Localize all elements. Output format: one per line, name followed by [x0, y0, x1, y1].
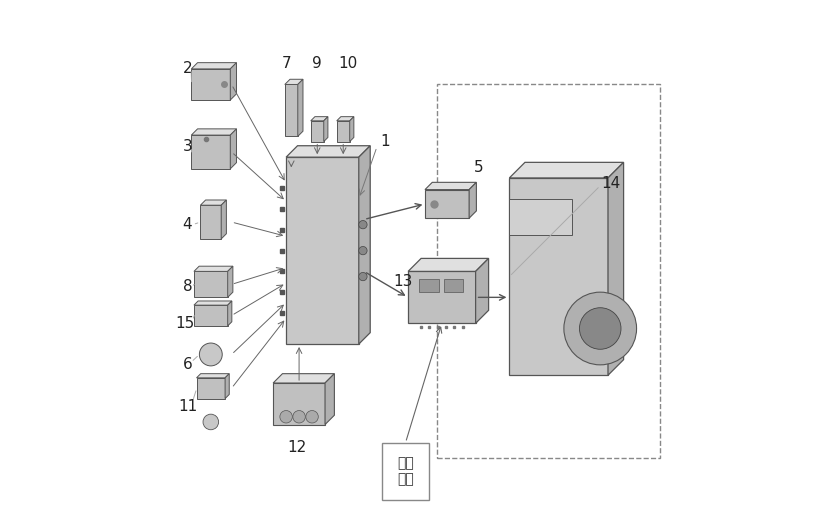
Polygon shape [191, 69, 230, 100]
Polygon shape [336, 116, 354, 121]
Polygon shape [359, 146, 370, 344]
Text: 2: 2 [182, 62, 192, 76]
Circle shape [199, 343, 222, 366]
Circle shape [293, 410, 305, 423]
Circle shape [203, 414, 218, 430]
Polygon shape [349, 116, 354, 141]
Text: 13: 13 [393, 274, 412, 289]
Polygon shape [509, 178, 607, 375]
Text: 10: 10 [339, 56, 358, 71]
Bar [382, 443, 428, 500]
Polygon shape [336, 121, 349, 141]
Text: 12: 12 [287, 441, 306, 455]
Text: 6: 6 [182, 358, 192, 372]
Polygon shape [284, 79, 303, 85]
Bar [509, 199, 571, 235]
Circle shape [279, 410, 292, 423]
Text: 7: 7 [281, 56, 291, 71]
Polygon shape [425, 182, 476, 189]
Polygon shape [227, 266, 232, 298]
Text: 8: 8 [182, 279, 192, 294]
Circle shape [579, 308, 620, 349]
Polygon shape [194, 271, 227, 298]
Polygon shape [191, 135, 230, 169]
Polygon shape [286, 146, 370, 157]
Bar [444, 279, 462, 292]
Polygon shape [194, 301, 232, 305]
Polygon shape [230, 63, 237, 100]
Polygon shape [191, 129, 237, 135]
Polygon shape [310, 116, 328, 121]
Polygon shape [475, 258, 488, 323]
Text: 15: 15 [175, 316, 194, 331]
Text: 1: 1 [380, 134, 389, 149]
Text: 14: 14 [600, 175, 619, 191]
Polygon shape [286, 157, 359, 344]
Polygon shape [227, 301, 232, 326]
Polygon shape [194, 305, 227, 326]
Circle shape [359, 246, 367, 255]
Polygon shape [200, 200, 226, 205]
Polygon shape [607, 162, 623, 375]
Polygon shape [509, 162, 623, 178]
Circle shape [359, 220, 367, 229]
Bar [418, 279, 439, 292]
Polygon shape [273, 383, 324, 424]
Text: 9: 9 [312, 56, 322, 71]
Polygon shape [310, 121, 324, 141]
Polygon shape [196, 374, 229, 378]
Polygon shape [408, 258, 488, 271]
Polygon shape [273, 374, 334, 383]
Polygon shape [425, 189, 468, 218]
Polygon shape [221, 200, 226, 239]
Text: 4: 4 [182, 217, 192, 232]
Polygon shape [408, 271, 475, 323]
Text: 3: 3 [182, 139, 192, 155]
Circle shape [563, 292, 636, 365]
Text: 5: 5 [473, 160, 482, 175]
Bar [436, 85, 659, 458]
Polygon shape [324, 116, 328, 141]
Text: 高压
供电: 高压 供电 [396, 456, 413, 487]
Polygon shape [324, 374, 334, 424]
Circle shape [305, 410, 318, 423]
Polygon shape [191, 63, 237, 69]
Polygon shape [468, 182, 476, 218]
Polygon shape [298, 79, 303, 136]
Polygon shape [284, 85, 298, 136]
Polygon shape [225, 374, 229, 399]
Circle shape [359, 272, 367, 281]
Polygon shape [194, 266, 232, 271]
Polygon shape [230, 129, 237, 169]
Text: 11: 11 [177, 399, 196, 414]
Polygon shape [200, 205, 221, 239]
Polygon shape [196, 378, 225, 399]
